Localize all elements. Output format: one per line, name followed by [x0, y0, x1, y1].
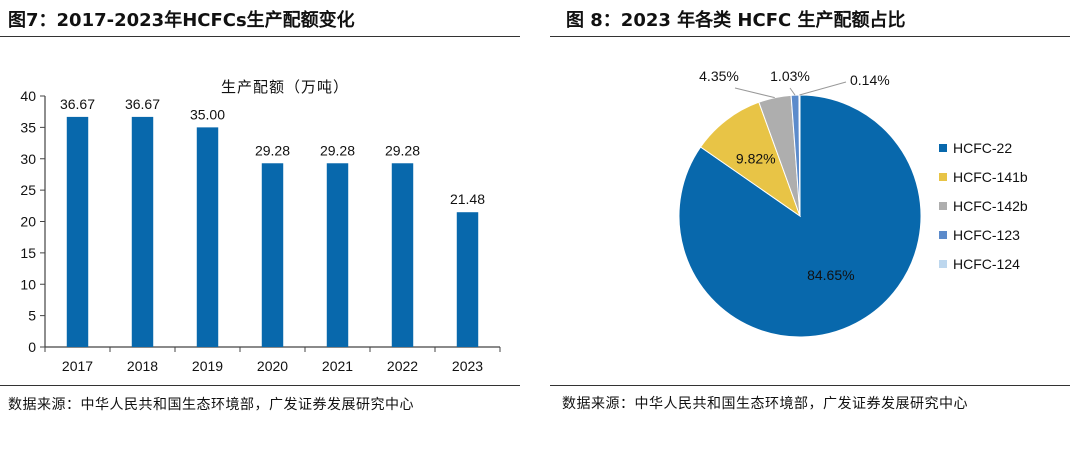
title-divider	[0, 36, 520, 37]
y-tick-label: 40	[20, 88, 36, 104]
bar-value-label: 29.28	[320, 142, 355, 158]
legend-swatch	[939, 173, 947, 181]
x-tick-label: 2022	[387, 358, 418, 374]
bar-chart-figure-title: 图7：2017-2023年HCFCs生产配额变化	[8, 10, 355, 31]
pie-slice	[699, 101, 802, 218]
legend-swatch	[939, 202, 947, 210]
bar-value-label: 29.28	[255, 142, 290, 158]
y-tick-label: 10	[20, 276, 36, 292]
bar	[326, 163, 349, 347]
legend-swatch	[939, 260, 947, 268]
slice-value-label: 4.35%	[699, 68, 739, 84]
slice-value-label: 84.65%	[807, 267, 854, 283]
chart-title: 生产配额（万吨）	[221, 79, 349, 96]
bar-value-label: 36.67	[60, 96, 95, 112]
bar	[196, 127, 219, 347]
title-divider	[550, 36, 1070, 37]
y-tick-label: 15	[20, 245, 36, 261]
bar-chart: 生产配额（万吨） 0 5 10 15 20 25 30 35 40 36.67 2017 36.67 20…	[20, 79, 501, 374]
x-tick-label: 2017	[62, 358, 93, 374]
x-tick-label: 2018	[127, 358, 158, 374]
legend-label: HCFC-124	[953, 256, 1020, 272]
source-divider	[0, 385, 520, 386]
bar	[66, 116, 89, 347]
legend-label: HCFC-142b	[953, 198, 1028, 214]
pie-chart-panel: 图 8：2023 年各类 HCFC 生产配额占比 84.65% 9.82% 4.35…	[550, 0, 1080, 450]
legend-label: HCFC-141b	[953, 169, 1028, 185]
source-divider	[550, 385, 1070, 386]
bar	[131, 116, 154, 347]
legend-label: HCFC-22	[953, 140, 1012, 156]
x-tick-label: 2023	[452, 358, 483, 374]
bar-value-label: 36.67	[125, 96, 160, 112]
slice-value-label: 0.14%	[850, 72, 890, 88]
leader-line	[799, 81, 847, 96]
bar-value-label: 35.00	[190, 106, 225, 122]
legend-swatch	[939, 144, 947, 152]
bar	[456, 212, 479, 347]
x-tick-label: 2019	[192, 358, 223, 374]
pie-chart-source-note: 数据来源：中华人民共和国生态环境部，广发证券发展研究中心	[562, 396, 968, 412]
legend-swatch	[939, 231, 947, 239]
x-tick-label: 2020	[257, 358, 288, 374]
y-tick-label: 30	[20, 151, 36, 167]
y-tick-label: 25	[20, 182, 36, 198]
y-tick-label: 0	[28, 339, 36, 355]
x-tick-label: 2021	[322, 358, 353, 374]
bar-chart-panel: 图7：2017-2023年HCFCs生产配额变化 生产配额（万吨） 0 5 10 15 2…	[0, 0, 520, 450]
y-tick-label: 35	[20, 119, 36, 135]
leader-line	[789, 87, 796, 96]
y-tick-label: 5	[28, 308, 36, 324]
pie-chart-figure-title: 图 8：2023 年各类 HCFC 生产配额占比	[566, 10, 906, 31]
slice-value-label: 1.03%	[770, 68, 810, 84]
pie-chart: 84.65% 9.82% 4.35% 1.03% 0.14% HCFC-22 HCFC-14…	[678, 68, 1028, 338]
bar-value-label: 29.28	[385, 142, 420, 158]
bar	[261, 163, 284, 347]
leader-line	[734, 87, 775, 99]
y-tick-label: 20	[20, 214, 36, 230]
legend-label: HCFC-123	[953, 227, 1020, 243]
bar-value-label: 21.48	[450, 191, 485, 207]
bar-chart-source-note: 数据来源：中华人民共和国生态环境部，广发证券发展研究中心	[8, 397, 414, 413]
bar	[391, 163, 414, 347]
slice-value-label: 9.82%	[736, 150, 776, 166]
